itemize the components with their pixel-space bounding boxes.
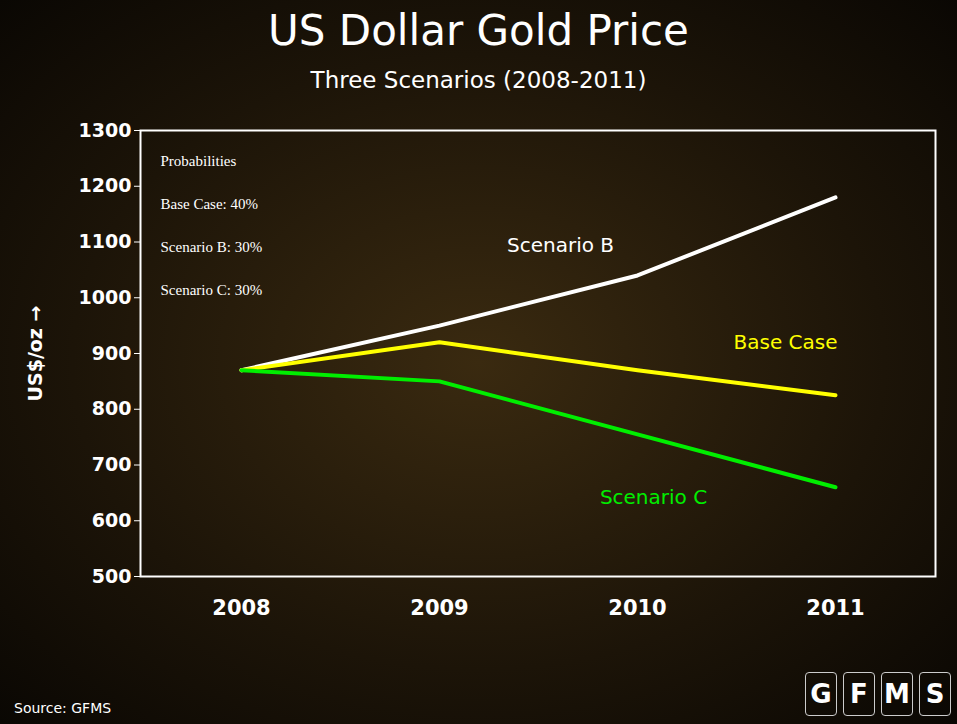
svg-text:Probabilities: Probabilities bbox=[161, 153, 237, 169]
svg-text:700: 700 bbox=[92, 453, 132, 475]
svg-text:2008: 2008 bbox=[212, 596, 270, 620]
html-text:US Dollar Gold Price: US Dollar Gold Price bbox=[268, 6, 689, 55]
html-text:F: F bbox=[850, 679, 868, 709]
svg-text:1200: 1200 bbox=[79, 174, 132, 196]
svg-text:Base Case: Base Case bbox=[733, 330, 837, 354]
html-text:S: S bbox=[925, 679, 945, 709]
svg-text:2009: 2009 bbox=[410, 596, 468, 620]
html-text:G: G bbox=[810, 679, 832, 709]
svg-text:Scenario B: Scenario B bbox=[507, 233, 614, 257]
svg-text:500: 500 bbox=[92, 565, 132, 587]
svg-text:Base Case: 40%: Base Case: 40% bbox=[161, 196, 258, 212]
html-text:M: M bbox=[884, 679, 910, 709]
svg-text:600: 600 bbox=[92, 509, 132, 531]
svg-text:Scenario B: 30%: Scenario B: 30% bbox=[161, 239, 263, 255]
svg-text:Scenario C: Scenario C bbox=[600, 485, 707, 509]
svg-text:1300: 1300 bbox=[79, 119, 132, 141]
html-text:Source: GFMS: Source: GFMS bbox=[14, 700, 112, 716]
svg-text:1100: 1100 bbox=[79, 230, 132, 252]
svg-text:Scenario C: 30%: Scenario C: 30% bbox=[161, 282, 263, 298]
svg-text:1000: 1000 bbox=[79, 286, 132, 308]
html-text:Three Scenarios (2008-2011): Three Scenarios (2008-2011) bbox=[310, 67, 647, 93]
svg-text:US$/oz →: US$/oz → bbox=[24, 306, 46, 402]
svg-text:800: 800 bbox=[92, 397, 132, 419]
svg-text:900: 900 bbox=[92, 342, 132, 364]
svg-text:2011: 2011 bbox=[806, 596, 864, 620]
svg-text:2010: 2010 bbox=[608, 596, 666, 620]
